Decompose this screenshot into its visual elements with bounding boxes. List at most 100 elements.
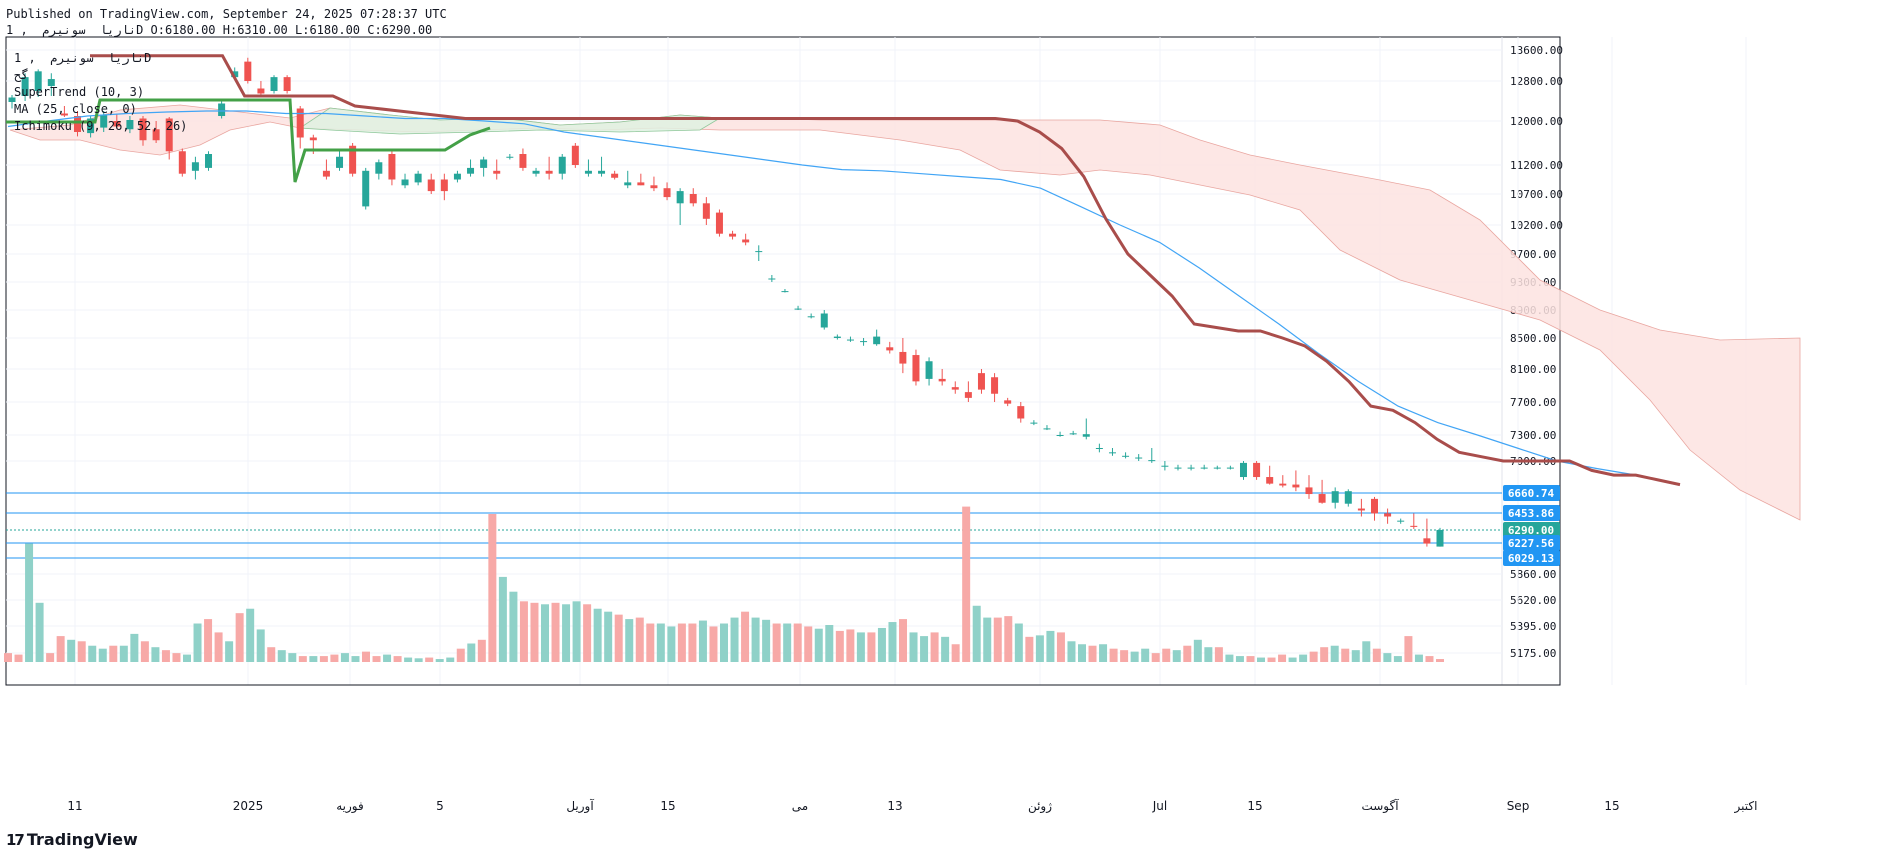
candle-body[interactable] (951, 387, 959, 390)
candle-body[interactable] (807, 316, 815, 318)
candle-body[interactable] (545, 170, 553, 174)
candle-body[interactable] (1370, 498, 1378, 514)
candle-body[interactable] (1017, 406, 1025, 419)
candle-body[interactable] (1410, 525, 1418, 527)
candle-body[interactable] (689, 194, 697, 204)
candle-body[interactable] (218, 103, 226, 117)
ma-line[interactable] (7, 110, 1677, 486)
candle-body[interactable] (270, 77, 278, 91)
candle-body[interactable] (100, 114, 108, 128)
candle-body[interactable] (205, 154, 213, 168)
candle-body[interactable] (414, 173, 422, 183)
candle-body[interactable] (1056, 435, 1064, 436)
candle-body[interactable] (1344, 491, 1352, 504)
candle-body[interactable] (860, 341, 868, 343)
candle-body[interactable] (139, 118, 147, 141)
candle-body[interactable] (977, 373, 985, 390)
candle-body[interactable] (362, 170, 370, 207)
candle-body[interactable] (165, 118, 173, 152)
candle-body[interactable] (60, 113, 68, 116)
candle-body[interactable] (558, 156, 566, 174)
candle-body[interactable] (794, 308, 802, 310)
candle-body[interactable] (1122, 455, 1130, 457)
candle-body[interactable] (1266, 477, 1274, 484)
candle-body[interactable] (925, 361, 933, 379)
candle-body[interactable] (781, 291, 789, 293)
candle-body[interactable] (113, 121, 121, 127)
candle-body[interactable] (296, 108, 304, 138)
candle-body[interactable] (1148, 460, 1156, 462)
candle-body[interactable] (1292, 484, 1300, 488)
candle-body[interactable] (467, 167, 475, 174)
candle-body[interactable] (1318, 494, 1326, 503)
candle-body[interactable] (833, 336, 841, 338)
candle-body[interactable] (1082, 434, 1090, 437)
candle-body[interactable] (1030, 422, 1038, 424)
candle-body[interactable] (637, 182, 645, 186)
legend-supertrend[interactable]: SuperTrend (10, 3) (14, 85, 145, 99)
legend-ma[interactable]: MA (25, close, 0) (14, 102, 137, 116)
candle-body[interactable] (1305, 487, 1313, 495)
candle-body[interactable] (401, 179, 409, 186)
candle-body[interactable] (309, 137, 317, 141)
candle-body[interactable] (322, 170, 330, 177)
candle-body[interactable] (375, 162, 383, 174)
candle-body[interactable] (349, 145, 357, 174)
candle-body[interactable] (1423, 538, 1431, 544)
candle-body[interactable] (1004, 400, 1012, 404)
candle-body[interactable] (191, 162, 199, 171)
candle-body[interactable] (1135, 457, 1143, 459)
candle-body[interactable] (1200, 467, 1208, 469)
candle-body[interactable] (21, 77, 29, 96)
candle-body[interactable] (231, 71, 239, 78)
candle-body[interactable] (480, 159, 488, 168)
candle-body[interactable] (598, 170, 606, 174)
legend-ichimoku[interactable]: Ichimoku (9, 26, 52, 26) (14, 119, 188, 133)
candle-body[interactable] (74, 116, 82, 132)
candle-body[interactable] (532, 170, 540, 174)
candle-body[interactable] (1069, 433, 1077, 435)
candle-body[interactable] (87, 118, 95, 134)
candle-body[interactable] (729, 233, 737, 237)
candle-body[interactable] (820, 313, 828, 328)
candle-body[interactable] (899, 351, 907, 364)
candle-body[interactable] (846, 339, 854, 341)
candle-body[interactable] (611, 173, 619, 178)
candle-body[interactable] (8, 97, 16, 103)
candle-body[interactable] (663, 188, 671, 198)
candle-body[interactable] (1187, 467, 1195, 469)
candle-body[interactable] (1161, 465, 1169, 467)
candle-body[interactable] (742, 239, 750, 243)
supertrend-up-line[interactable] (6, 98, 491, 183)
candle-body[interactable] (519, 154, 527, 168)
candle-body[interactable] (768, 278, 776, 280)
candle-body[interactable] (178, 151, 186, 174)
candle-body[interactable] (912, 355, 920, 382)
candle-body[interactable] (964, 392, 972, 398)
candle-body[interactable] (1384, 513, 1392, 517)
candle-body[interactable] (715, 212, 723, 234)
tradingview-brand[interactable]: 17 TradingView (6, 830, 138, 849)
candle-body[interactable] (1226, 467, 1234, 469)
candle-body[interactable] (453, 173, 461, 180)
candle-body[interactable] (506, 156, 514, 158)
candle-body[interactable] (440, 179, 448, 192)
candle-body[interactable] (1174, 467, 1182, 469)
candle-body[interactable] (584, 170, 592, 174)
candle-body[interactable] (755, 251, 763, 253)
candle-body[interactable] (1279, 483, 1287, 486)
candle-body[interactable] (873, 336, 881, 345)
candle-body[interactable] (336, 156, 344, 168)
candle-body[interactable] (1108, 452, 1116, 454)
candle-body[interactable] (1043, 428, 1051, 430)
supertrend-down-line[interactable] (90, 54, 1681, 487)
candle-body[interactable] (886, 347, 894, 351)
candle-body[interactable] (126, 120, 134, 130)
candle-body[interactable] (1253, 462, 1261, 478)
candle-body[interactable] (388, 154, 396, 180)
candle-body[interactable] (571, 145, 579, 165)
candle-body[interactable] (1436, 530, 1444, 547)
candle-body[interactable] (991, 377, 999, 394)
candle-body[interactable] (624, 182, 632, 186)
